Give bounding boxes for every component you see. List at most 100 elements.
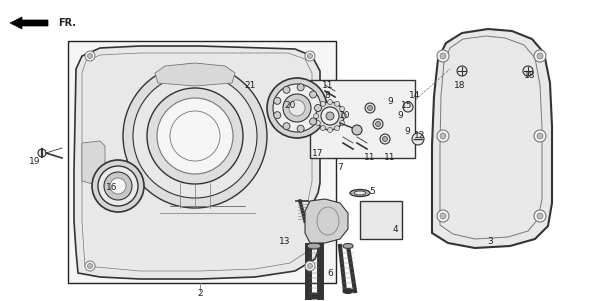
Circle shape <box>440 213 446 219</box>
Circle shape <box>316 120 320 126</box>
Circle shape <box>534 210 546 222</box>
Circle shape <box>85 261 95 271</box>
Ellipse shape <box>354 191 366 195</box>
Circle shape <box>326 112 334 120</box>
Circle shape <box>382 136 388 141</box>
Circle shape <box>380 134 390 144</box>
Text: 20: 20 <box>284 101 296 110</box>
Text: 9: 9 <box>397 111 403 120</box>
Circle shape <box>87 54 93 58</box>
Circle shape <box>437 130 449 142</box>
Circle shape <box>267 78 327 138</box>
Text: 6: 6 <box>327 268 333 278</box>
Polygon shape <box>74 46 320 279</box>
Circle shape <box>147 88 243 184</box>
Circle shape <box>38 149 46 157</box>
Circle shape <box>274 97 281 104</box>
Bar <box>68 41 336 283</box>
Circle shape <box>440 133 446 139</box>
Circle shape <box>297 84 304 91</box>
Circle shape <box>85 51 95 61</box>
Circle shape <box>537 213 543 219</box>
Text: 9: 9 <box>404 126 410 135</box>
Text: 3: 3 <box>487 237 493 246</box>
Circle shape <box>305 261 315 271</box>
Text: 13: 13 <box>279 237 291 246</box>
Circle shape <box>368 105 372 110</box>
Circle shape <box>365 103 375 113</box>
Circle shape <box>335 101 339 106</box>
Ellipse shape <box>307 243 321 249</box>
Circle shape <box>534 50 546 62</box>
Circle shape <box>110 178 126 194</box>
Circle shape <box>320 101 326 106</box>
Text: 7: 7 <box>337 163 343 172</box>
Circle shape <box>537 53 543 59</box>
Text: 12: 12 <box>414 132 426 141</box>
Text: 8: 8 <box>324 92 330 101</box>
Circle shape <box>440 53 446 59</box>
Circle shape <box>373 119 383 129</box>
Text: 11: 11 <box>322 82 334 91</box>
Circle shape <box>157 98 233 174</box>
Text: 16: 16 <box>106 184 118 193</box>
Polygon shape <box>155 63 235 86</box>
Circle shape <box>87 263 93 268</box>
Circle shape <box>310 91 317 98</box>
Circle shape <box>305 51 315 61</box>
Circle shape <box>403 102 413 112</box>
Circle shape <box>316 107 320 111</box>
Circle shape <box>104 172 132 200</box>
Text: FR.: FR. <box>58 18 76 28</box>
Circle shape <box>457 66 467 76</box>
Text: 15: 15 <box>401 101 413 110</box>
Text: 5: 5 <box>369 187 375 196</box>
Circle shape <box>283 86 290 93</box>
Circle shape <box>340 120 345 126</box>
Text: 11: 11 <box>384 154 396 163</box>
Circle shape <box>289 100 305 116</box>
Text: 9: 9 <box>387 97 393 105</box>
Text: 18: 18 <box>525 72 536 80</box>
Circle shape <box>375 122 381 126</box>
Circle shape <box>352 125 362 135</box>
Circle shape <box>310 118 317 125</box>
Circle shape <box>313 113 319 119</box>
Ellipse shape <box>343 288 353 293</box>
Text: 18: 18 <box>454 82 466 91</box>
Circle shape <box>314 104 322 111</box>
Circle shape <box>273 84 321 132</box>
Circle shape <box>274 112 281 119</box>
Circle shape <box>307 54 313 58</box>
Circle shape <box>412 133 424 145</box>
Ellipse shape <box>343 244 353 249</box>
Text: 21: 21 <box>244 82 255 91</box>
Text: 10: 10 <box>339 111 350 120</box>
Circle shape <box>321 107 339 125</box>
Circle shape <box>342 113 346 119</box>
Circle shape <box>283 123 290 130</box>
Text: 4: 4 <box>392 225 398 234</box>
Circle shape <box>316 102 344 130</box>
Polygon shape <box>10 17 48 29</box>
Circle shape <box>340 107 345 111</box>
Text: 2: 2 <box>197 288 203 297</box>
Circle shape <box>283 94 311 122</box>
Circle shape <box>297 125 304 132</box>
Text: 17: 17 <box>312 148 324 157</box>
Polygon shape <box>82 141 105 186</box>
Circle shape <box>92 160 144 212</box>
Circle shape <box>335 126 339 131</box>
Bar <box>360 201 402 239</box>
Polygon shape <box>305 199 348 243</box>
Ellipse shape <box>307 293 321 299</box>
Circle shape <box>437 50 449 62</box>
Text: 14: 14 <box>409 92 421 101</box>
Ellipse shape <box>350 190 370 197</box>
Circle shape <box>327 100 333 104</box>
Circle shape <box>534 130 546 142</box>
Circle shape <box>523 66 533 76</box>
Circle shape <box>537 133 543 139</box>
Bar <box>310 80 415 158</box>
Circle shape <box>307 263 313 268</box>
